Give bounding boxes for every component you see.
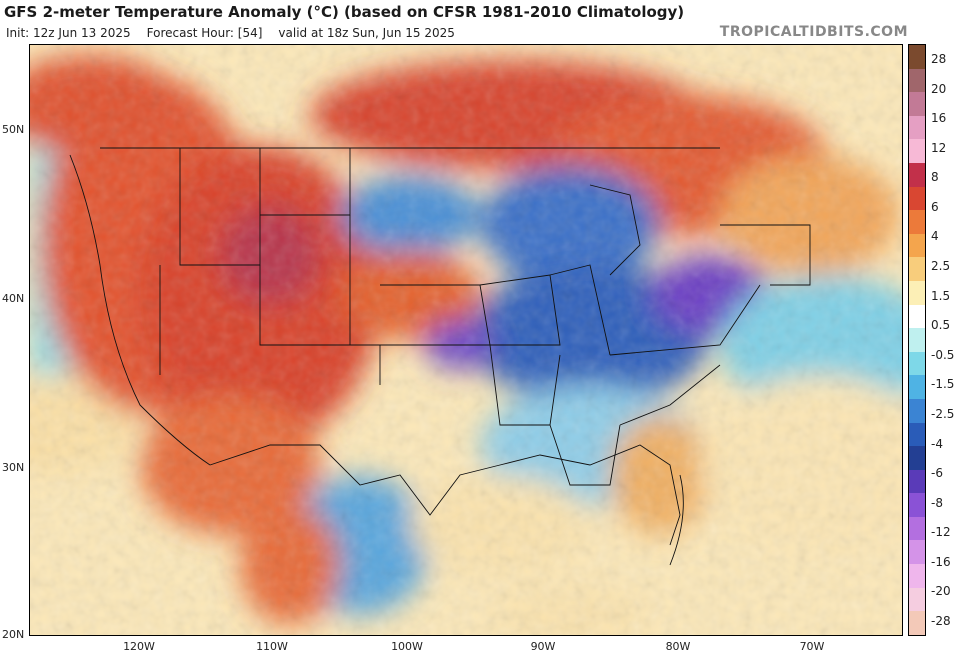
colorbar-segment [909,68,925,93]
colorbar-label: -2.5 [931,406,955,421]
colorbar-label: 2.5 [931,259,951,274]
colorbar-segment [909,540,925,565]
colorbar-segment [909,351,925,376]
colorbar-label: -16 [931,554,951,569]
colorbar-label: -28 [931,614,951,628]
colorbar-segment [909,304,925,329]
colorbar-segment [909,92,925,116]
colorbar-label: 20 [931,81,947,96]
colorbar-label: 0.5 [931,318,951,333]
lat-label-50n: 50N [2,123,25,136]
colorbar-segment [909,257,925,281]
boundary-lines [69,147,811,566]
colorbar-segment [909,422,925,447]
colorbar-label: 16 [931,111,947,126]
colorbar [908,44,926,636]
map-canvas [30,45,902,635]
colorbar-segment [909,210,925,234]
colorbar-label: -0.5 [931,347,955,362]
colorbar-segment [909,139,925,163]
colorbar-label: 4 [931,229,939,244]
colorbar-segment [909,516,925,541]
colorbar-label: 1.5 [931,288,951,303]
colorbar-label: 6 [931,199,939,214]
colorbar-segment [909,446,925,470]
colorbar-segment [909,328,925,352]
colorbar-segment [909,233,925,258]
colorbar-segment [909,564,925,588]
lat-label-20n: 20N [2,628,25,641]
map-subtitle: Init: 12z Jun 13 2025 Forecast Hour: [54]… [6,26,455,40]
site-brand: TROPICALTIDBITS.COM [719,24,908,40]
texture-overlay [30,45,902,635]
colorbar-label: 28 [931,52,947,66]
lon-label-100w: 100W [391,640,423,653]
colorbar-segment [909,45,925,69]
lon-label-80w: 80W [665,640,691,653]
lon-label-110w: 110W [256,640,288,653]
init-time: Init: 12z Jun 13 2025 [6,26,131,40]
colorbar-label: 8 [931,170,939,185]
colorbar-segment [909,115,925,140]
valid-time: valid at 18z Sun, Jun 15 2025 [278,26,455,40]
lon-label-70w: 70W [799,640,825,653]
colorbar-segment [909,280,925,305]
colorbar-label: -8 [931,495,943,510]
colorbar-label: -6 [931,466,943,481]
map-title: GFS 2-meter Temperature Anomaly (°C) (ba… [4,3,685,21]
colorbar-segment [909,162,925,187]
lon-label-90w: 90W [530,640,556,653]
anomaly-map [29,44,903,636]
lon-label-120w: 120W [123,640,155,653]
colorbar-segment [909,186,925,211]
colorbar-segment [909,611,925,635]
colorbar-label: -4 [931,436,943,451]
colorbar-segment [909,375,925,399]
colorbar-label: -12 [931,525,951,540]
colorbar-segment [909,587,925,612]
colorbar-segment [909,469,925,494]
forecast-hour: Forecast Hour: [54] [146,26,263,40]
colorbar-label: -1.5 [931,377,955,392]
lat-label-30n: 30N [2,461,25,474]
colorbar-label: -20 [931,584,951,599]
colorbar-label: 12 [931,140,947,155]
colorbar-segment [909,398,925,423]
lat-label-40n: 40N [2,292,25,305]
colorbar-segment [909,493,925,517]
